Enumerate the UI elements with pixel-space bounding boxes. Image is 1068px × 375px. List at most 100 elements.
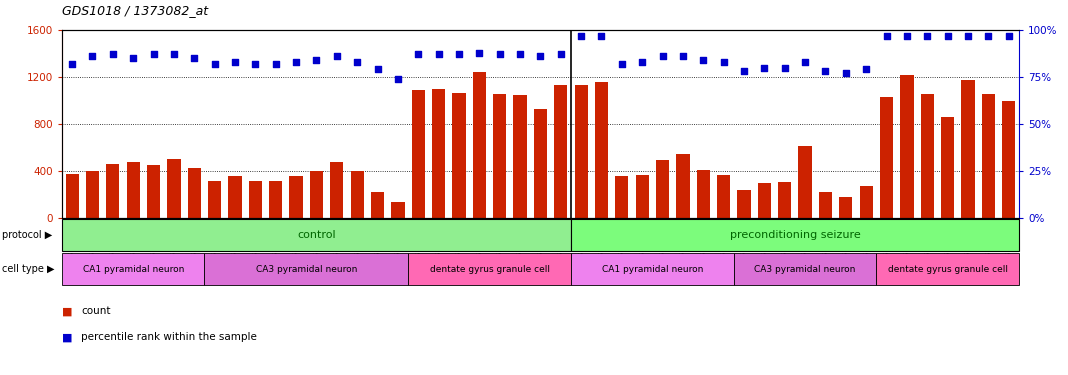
Bar xyxy=(408,253,571,285)
Bar xyxy=(371,192,384,217)
Text: count: count xyxy=(81,306,111,316)
Bar xyxy=(656,160,670,218)
Bar xyxy=(839,197,852,217)
Bar xyxy=(85,171,99,217)
Point xyxy=(390,76,407,82)
Bar xyxy=(676,154,690,218)
Bar xyxy=(1002,102,1016,217)
Text: dentate gyrus granule cell: dentate gyrus granule cell xyxy=(888,265,1007,274)
Point xyxy=(125,55,142,61)
Bar xyxy=(737,190,751,217)
Bar xyxy=(106,164,120,218)
Text: percentile rank within the sample: percentile rank within the sample xyxy=(81,333,257,342)
Point xyxy=(105,51,122,57)
Text: preconditioning seizure: preconditioning seizure xyxy=(729,230,861,240)
Bar xyxy=(758,183,771,218)
Point xyxy=(837,70,854,76)
Bar xyxy=(571,219,1019,251)
Bar xyxy=(473,72,486,217)
Point xyxy=(247,61,264,67)
Bar xyxy=(961,80,975,218)
Bar xyxy=(734,253,877,285)
Point xyxy=(328,53,345,59)
Point xyxy=(817,68,834,74)
Point xyxy=(532,53,549,59)
Point xyxy=(430,51,447,57)
Bar xyxy=(330,162,344,218)
Point xyxy=(226,59,244,65)
Text: CA3 pyramidal neuron: CA3 pyramidal neuron xyxy=(255,265,357,274)
Point xyxy=(918,33,936,39)
Point xyxy=(166,51,183,57)
Point xyxy=(939,33,956,39)
Bar xyxy=(880,97,893,218)
Bar xyxy=(696,170,710,217)
Bar xyxy=(635,176,649,217)
Bar xyxy=(65,174,79,217)
Text: dentate gyrus granule cell: dentate gyrus granule cell xyxy=(429,265,550,274)
Bar xyxy=(877,253,1019,285)
Bar xyxy=(310,171,323,217)
Point xyxy=(633,59,650,65)
Bar xyxy=(779,182,791,218)
Point xyxy=(858,66,875,72)
Bar xyxy=(534,108,547,217)
Bar xyxy=(900,75,913,217)
Point xyxy=(572,33,590,39)
Point xyxy=(145,51,162,57)
Bar xyxy=(249,181,262,218)
Point xyxy=(287,59,304,65)
Bar xyxy=(571,253,734,285)
Bar xyxy=(350,171,364,217)
Point xyxy=(593,33,610,39)
Point xyxy=(348,59,365,65)
Point xyxy=(898,33,915,39)
Bar xyxy=(860,186,873,218)
Bar xyxy=(147,165,160,218)
Text: CA3 pyramidal neuron: CA3 pyramidal neuron xyxy=(754,265,855,274)
Text: protocol ▶: protocol ▶ xyxy=(2,230,52,240)
Bar xyxy=(204,253,408,285)
Bar xyxy=(62,253,204,285)
Bar xyxy=(188,168,201,217)
Bar xyxy=(493,94,506,218)
Bar xyxy=(514,95,527,218)
Bar xyxy=(168,159,180,218)
Text: ■: ■ xyxy=(62,306,73,316)
Point xyxy=(756,64,773,70)
Point xyxy=(797,59,814,65)
Bar xyxy=(615,176,628,218)
Point xyxy=(654,53,671,59)
Point xyxy=(206,61,223,67)
Text: cell type ▶: cell type ▶ xyxy=(2,264,54,274)
Bar xyxy=(269,181,282,218)
Bar xyxy=(391,202,405,217)
Bar xyxy=(799,146,812,218)
Bar xyxy=(819,192,832,217)
Bar xyxy=(554,85,567,218)
Point xyxy=(451,51,468,57)
Point xyxy=(613,61,630,67)
Bar xyxy=(453,93,466,218)
Text: CA1 pyramidal neuron: CA1 pyramidal neuron xyxy=(82,265,184,274)
Point xyxy=(186,55,203,61)
Bar xyxy=(431,89,445,218)
Point xyxy=(491,51,508,57)
Point xyxy=(716,59,733,65)
Point xyxy=(959,33,976,39)
Text: CA1 pyramidal neuron: CA1 pyramidal neuron xyxy=(601,265,703,274)
Point xyxy=(267,61,284,67)
Text: ■: ■ xyxy=(62,333,73,342)
Bar xyxy=(981,94,995,218)
Point xyxy=(695,57,712,63)
Bar xyxy=(127,162,140,218)
Point xyxy=(878,33,895,39)
Bar xyxy=(717,176,731,217)
Point xyxy=(979,33,996,39)
Text: control: control xyxy=(297,230,335,240)
Bar xyxy=(229,176,241,218)
Point xyxy=(776,64,794,70)
Point xyxy=(674,53,691,59)
Bar xyxy=(208,181,221,218)
Bar xyxy=(289,176,302,218)
